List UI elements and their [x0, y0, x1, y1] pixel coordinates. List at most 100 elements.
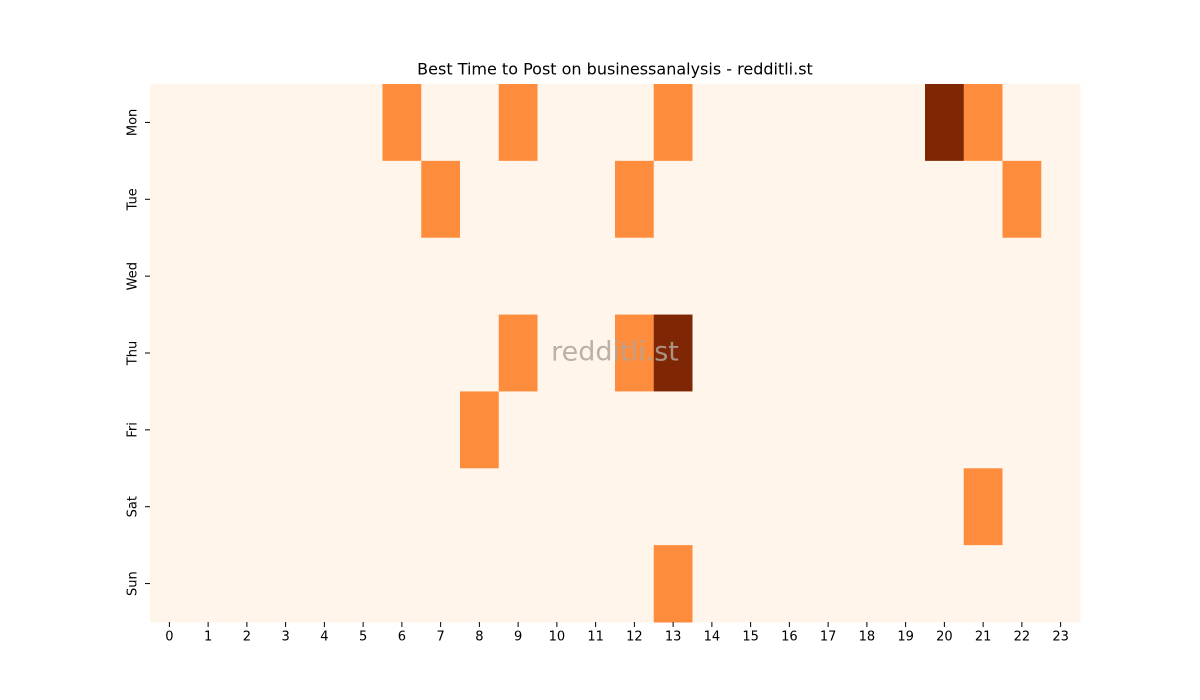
heatmap-cell: [1002, 391, 1042, 469]
x-tick-label: 21: [975, 630, 992, 645]
heatmap-cell: [537, 84, 577, 162]
heatmap-cell: [576, 545, 616, 623]
heatmap-cell: [188, 468, 228, 546]
heatmap-cell: [343, 84, 383, 162]
x-tick-label: 0: [165, 630, 173, 645]
heatmap-cell: [653, 314, 693, 392]
heatmap-cell: [498, 160, 538, 239]
heatmap-cell: [382, 160, 422, 239]
heatmap-cell: [808, 545, 848, 623]
heatmap-cell: [305, 160, 345, 239]
heatmap-cell: [537, 545, 577, 623]
heatmap-cell: [421, 84, 461, 162]
x-tick-label: 5: [359, 630, 367, 645]
heatmap-cell: [653, 545, 693, 623]
heatmap-cell: [692, 314, 732, 392]
heatmap-cell: [615, 237, 655, 316]
heatmap-cell: [421, 545, 461, 623]
heatmap-cell: [576, 391, 616, 469]
heatmap-cell: [227, 391, 267, 469]
heatmap-cell: [266, 160, 306, 239]
heatmap-cell: [615, 84, 655, 162]
heatmap-cell: [886, 391, 926, 469]
heatmap-cell: [770, 237, 810, 316]
y-tick-label: Fri: [126, 422, 141, 438]
heatmap-cell: [963, 468, 1003, 546]
heatmap-cell: [731, 468, 771, 546]
heatmap-cell: [266, 314, 306, 392]
heatmap-cell: [615, 391, 655, 469]
heatmap-cell: [1002, 314, 1042, 392]
heatmap-cell: [1002, 237, 1042, 316]
x-tick-label: 17: [820, 630, 837, 645]
heatmap-cell: [498, 84, 538, 162]
y-tick-label: Mon: [126, 109, 141, 136]
heatmap-cell: [886, 237, 926, 316]
x-tick-label: 14: [704, 630, 721, 645]
y-tick-label: Sat: [126, 496, 141, 517]
heatmap-cell: [382, 237, 422, 316]
x-tick-label: 11: [587, 630, 604, 645]
heatmap-cell: [382, 314, 422, 392]
heatmap-cell: [770, 545, 810, 623]
heatmap-cell: [1041, 391, 1081, 469]
heatmap-cell: [305, 314, 345, 392]
y-tick-label: Sun: [126, 571, 141, 596]
heatmap-cell: [537, 391, 577, 469]
heatmap-cell: [460, 84, 500, 162]
heatmap-cell: [963, 84, 1003, 162]
heatmap-cell: [266, 84, 306, 162]
heatmap-cell: [925, 468, 965, 546]
heatmap-cell: [692, 237, 732, 316]
heatmap-cell: [576, 237, 616, 316]
x-tick-label: 12: [626, 630, 643, 645]
heatmap-cell: [382, 84, 422, 162]
x-tick-label: 18: [859, 630, 876, 645]
heatmap-cell: [227, 160, 267, 239]
x-tick-label: 8: [475, 630, 483, 645]
heatmap-cell: [925, 84, 965, 162]
heatmap-cell: [537, 314, 577, 392]
x-tick-label: 16: [781, 630, 798, 645]
heatmap-cell: [731, 391, 771, 469]
heatmap-cell: [266, 391, 306, 469]
heatmap-cell: [343, 314, 383, 392]
heatmap-cell: [847, 160, 887, 239]
heatmap-cell: [227, 84, 267, 162]
heatmap-cell: [460, 468, 500, 546]
heatmap-cell: [731, 237, 771, 316]
x-tick-label: 15: [742, 630, 759, 645]
x-tick-label: 6: [398, 630, 406, 645]
heatmap-cell: [1002, 84, 1042, 162]
heatmap-cell: [305, 468, 345, 546]
heatmap-cell: [537, 237, 577, 316]
heatmap-cell: [731, 160, 771, 239]
heatmap-cell: [188, 160, 228, 239]
heatmap-cell: [343, 237, 383, 316]
heatmap-cell: [421, 314, 461, 392]
heatmap-cell: [576, 314, 616, 392]
heatmap-cell: [808, 391, 848, 469]
heatmap-cell: [150, 237, 190, 316]
heatmap-cell: [615, 468, 655, 546]
heatmap-cell: [653, 391, 693, 469]
heatmap-cell: [847, 314, 887, 392]
heatmap-cell: [576, 84, 616, 162]
heatmap-cell: [343, 468, 383, 546]
heatmap-cell: [305, 545, 345, 623]
heatmap-cell: [266, 545, 306, 623]
heatmap-cell: [847, 237, 887, 316]
heatmap-cell: [692, 160, 732, 239]
heatmap-cell: [1041, 84, 1081, 162]
heatmap-cell: [382, 391, 422, 469]
heatmap-cell: [188, 84, 228, 162]
heatmap-cell: [847, 545, 887, 623]
heatmap-cell: [421, 391, 461, 469]
heatmap-cell: [1041, 545, 1081, 623]
heatmap-cell: [498, 237, 538, 316]
heatmap-cell: [963, 391, 1003, 469]
heatmap-cell: [421, 160, 461, 239]
heatmap-cell: [808, 84, 848, 162]
heatmap-cell: [731, 84, 771, 162]
